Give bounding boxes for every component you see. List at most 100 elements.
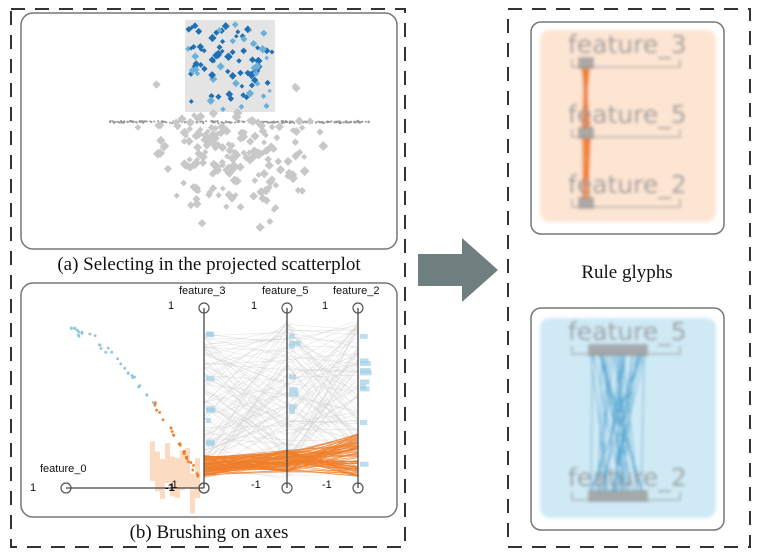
curve-point [191,468,195,472]
range-box [578,127,594,139]
point [284,121,287,124]
curve-point [130,374,134,377]
point [205,191,213,199]
point [192,194,201,204]
point [245,149,253,156]
point [296,148,304,156]
point [316,128,324,136]
curve-point [104,350,108,354]
point [280,119,283,122]
point [213,121,216,124]
point [222,121,225,124]
histogram-bin [289,404,297,410]
histogram-bin [289,343,295,349]
axis-max: 1 [168,300,174,312]
range-box [588,490,648,502]
point [169,121,172,124]
point [289,127,297,134]
histogram-bin [360,384,367,390]
glyph-label: feature_2 [568,463,687,492]
point [216,27,223,34]
point [144,120,147,123]
range-box [578,197,594,209]
point [219,185,226,192]
point [270,121,273,124]
point [325,121,328,124]
rule-line [584,136,590,200]
histogram-bin [206,418,212,424]
point [208,108,219,119]
point [215,192,222,199]
point [229,121,232,124]
glyphs: feature_3feature_5feature_2feature_5feat… [540,30,716,518]
glyphs-title: Rule glyphs [581,262,672,283]
histogram-bin [190,473,195,514]
curve-point [192,463,195,467]
histogram-bin [289,340,301,346]
point [186,156,193,163]
point [197,126,204,133]
point [163,120,166,123]
point [142,121,145,124]
point [240,47,248,55]
point [201,120,204,123]
point [246,137,255,146]
histogram-bin [206,331,213,337]
point [212,124,220,132]
point [349,120,352,123]
point [249,56,256,64]
point [229,160,239,170]
rule-line [598,353,603,493]
histogram-bin [360,358,369,364]
point [242,121,245,124]
point [306,117,314,125]
rule-line [611,353,646,493]
point [208,33,217,43]
point [211,121,214,124]
point [114,121,117,124]
glyph-label: feature_5 [568,317,687,346]
point [186,201,195,210]
histogram-bin [289,374,296,380]
point [251,177,259,184]
point [201,48,207,54]
point [249,191,259,201]
curve-point [185,457,189,460]
point [219,38,226,45]
histogram-bin [289,408,295,414]
point [264,79,271,86]
histogram-bin [360,379,370,385]
curve-point [123,366,127,370]
point [208,71,216,79]
point [150,120,153,123]
point [153,120,156,123]
point [364,120,367,123]
point [225,68,231,75]
curve-point [80,332,84,335]
histogram-bin [185,447,190,488]
axis-min: -1 [165,482,175,494]
histogram-bin [360,368,371,374]
glyph-label: feature_2 [568,170,687,199]
point [317,120,320,123]
curve-point [77,330,81,334]
point [218,158,226,166]
point [255,171,262,179]
point [192,199,202,209]
range-box [578,57,594,69]
curve-point [127,371,130,375]
point [126,121,129,124]
point [344,120,347,123]
point [321,121,324,124]
point [204,128,211,135]
histogram-bin [175,457,180,498]
point [291,138,300,146]
point [298,187,307,195]
point [237,69,244,77]
curve-point [196,474,200,478]
point [234,121,237,124]
caption-b: (b) Brushing on axes [130,522,289,543]
bracket [571,129,681,138]
point [275,122,284,132]
curve-point [153,403,157,407]
